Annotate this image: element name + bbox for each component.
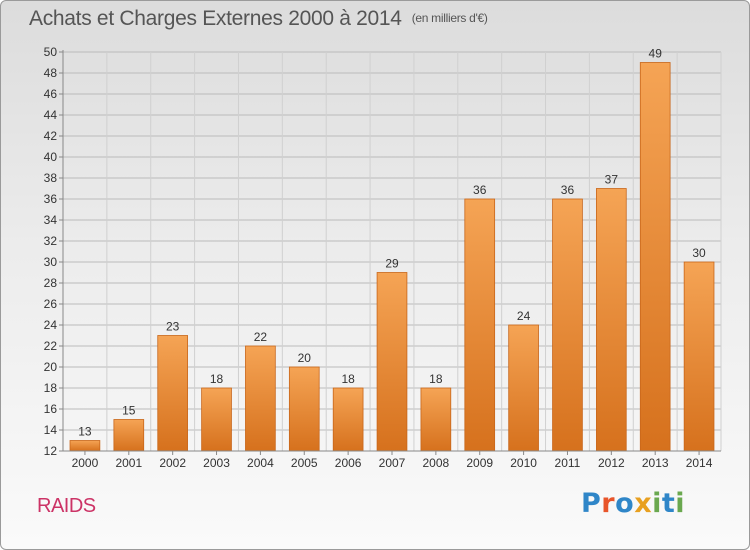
- logo-letter: P: [581, 488, 602, 519]
- logo-letter: x: [634, 488, 653, 519]
- x-tick-label: 2005: [291, 456, 318, 470]
- y-tick-label: 44: [44, 108, 58, 122]
- chart-unit: (en milliers d'€): [411, 11, 488, 25]
- bar-value-label: 23: [166, 320, 180, 334]
- logo-letter: t: [661, 488, 676, 519]
- bar: [113, 419, 145, 452]
- x-tick-label: 2007: [379, 456, 406, 470]
- x-tick-label: 2014: [686, 456, 713, 470]
- bar-value-label: 18: [429, 372, 443, 386]
- y-tick-label: 38: [44, 171, 58, 185]
- chart-title: Achats et Charges Externes 2000 à 2014 (e…: [29, 7, 488, 31]
- y-tick-label: 22: [44, 339, 58, 353]
- x-tick-label: 2008: [423, 456, 450, 470]
- x-tick-label: 2006: [335, 456, 362, 470]
- bar: [157, 335, 188, 452]
- bar-value-label: 36: [473, 183, 487, 197]
- proxiti-logo: Proxiti: [581, 488, 685, 519]
- y-tick-label: 32: [44, 234, 58, 248]
- bar-value-label: 18: [210, 372, 224, 386]
- x-tick-label: 2013: [642, 456, 669, 470]
- x-tick-label: 2009: [466, 456, 493, 470]
- y-tick-label: 12: [44, 444, 58, 458]
- bar-value-label: 36: [561, 183, 575, 197]
- y-tick-label: 42: [44, 129, 58, 143]
- bar: [332, 387, 364, 452]
- logo-letter: o: [615, 488, 635, 519]
- bar-value-label: 15: [122, 404, 136, 418]
- bar: [552, 198, 583, 452]
- y-tick-label: 28: [44, 276, 58, 290]
- x-tick-label: 2003: [203, 456, 230, 470]
- logo-letter: r: [601, 488, 616, 519]
- bar: [596, 188, 627, 452]
- bar-value-label: 18: [341, 372, 355, 386]
- y-tick-label: 30: [44, 255, 58, 269]
- y-tick-label: 40: [44, 150, 58, 164]
- y-tick-label: 48: [44, 66, 58, 80]
- bar: [464, 198, 496, 452]
- logo-letter: i: [652, 488, 662, 519]
- bar-value-label: 49: [649, 47, 663, 61]
- bar-value-label: 24: [517, 309, 531, 323]
- y-tick-label: 50: [44, 45, 58, 59]
- bar: [69, 440, 101, 452]
- y-tick-label: 20: [44, 360, 58, 374]
- bar-value-label: 37: [605, 173, 619, 187]
- axes: [59, 50, 721, 455]
- logo-letter: i: [675, 488, 686, 519]
- bar: [245, 345, 276, 452]
- bar: [508, 324, 539, 452]
- bar: [639, 62, 671, 452]
- bar-value-label: 29: [385, 257, 399, 271]
- chart-title-text: Achats et Charges Externes 2000 à 2014: [29, 7, 402, 30]
- bar-value-label: 30: [692, 246, 706, 260]
- commune-name: RAIDS: [37, 495, 96, 517]
- bar: [376, 272, 408, 452]
- y-tick-label: 26: [44, 297, 58, 311]
- bar: [201, 387, 232, 452]
- x-tick-label: 2000: [72, 456, 99, 470]
- y-tick-label: 34: [44, 213, 58, 227]
- x-tick-label: 2001: [115, 456, 142, 470]
- y-tick-label: 14: [44, 423, 58, 437]
- y-tick-label: 24: [44, 318, 58, 332]
- bar-value-label: 20: [298, 351, 312, 365]
- x-tick-label: 2012: [598, 456, 625, 470]
- y-tick-label: 46: [44, 87, 58, 101]
- labels: 12 14 16 18 20 22 24 26 28 30 32 34 36 38 40 42 44 46 48 50…: [44, 45, 713, 470]
- bar: [420, 387, 452, 452]
- y-tick-label: 18: [44, 381, 58, 395]
- y-tick-label: 36: [44, 192, 58, 206]
- bar-value-label: 13: [78, 425, 92, 439]
- bars: [69, 62, 715, 452]
- y-tick-label: 16: [44, 402, 58, 416]
- x-tick-label: 2002: [159, 456, 186, 470]
- bar: [288, 366, 320, 452]
- x-tick-label: 2004: [247, 456, 274, 470]
- x-tick-label: 2011: [555, 456, 581, 470]
- bar-value-label: 22: [254, 330, 268, 344]
- x-tick-label: 2010: [510, 456, 537, 470]
- bar: [683, 261, 715, 452]
